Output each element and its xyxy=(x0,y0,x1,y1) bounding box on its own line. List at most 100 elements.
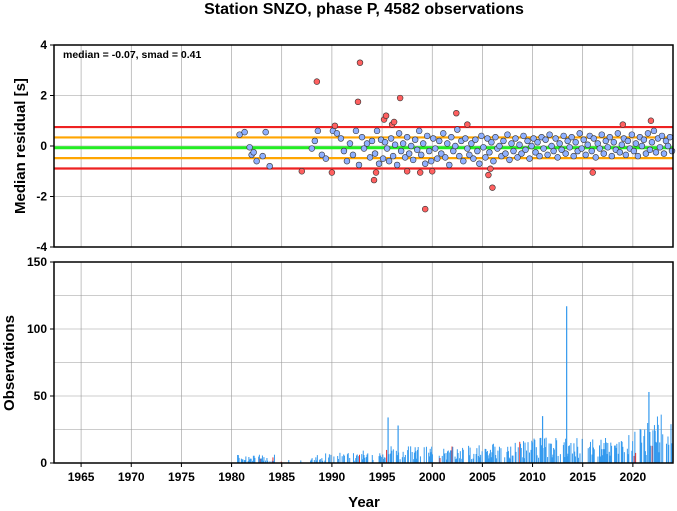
x-tick-label: 2010 xyxy=(519,470,546,484)
residual-point xyxy=(644,130,652,137)
residual-point xyxy=(259,152,266,160)
observations-y-label: Observations xyxy=(1,315,18,411)
residual-point xyxy=(518,150,525,157)
outlier-point xyxy=(485,171,492,179)
residual-point xyxy=(236,131,243,138)
residual-point xyxy=(486,149,493,156)
outlier-point xyxy=(619,121,627,128)
residual-point xyxy=(466,151,473,159)
residual-point xyxy=(358,133,366,141)
residual-point xyxy=(546,131,553,138)
residual-point xyxy=(456,152,463,160)
outlier-point xyxy=(396,94,404,102)
outlier-point xyxy=(372,169,380,176)
residual-point xyxy=(407,142,415,150)
residual-point xyxy=(584,141,591,148)
x-tick-label: 2020 xyxy=(620,470,647,484)
residual-point xyxy=(526,155,533,162)
residual-point xyxy=(476,160,483,167)
residual-point xyxy=(570,152,577,160)
residual-point xyxy=(415,127,423,135)
residual-point xyxy=(375,160,383,167)
residual-point xyxy=(638,142,646,150)
residual-point xyxy=(424,132,431,140)
residual-point xyxy=(363,140,371,147)
outlier-point xyxy=(421,205,429,213)
residual-point xyxy=(496,142,503,150)
residual-point xyxy=(566,144,573,151)
residual-point xyxy=(241,128,248,136)
residual-point xyxy=(411,136,419,143)
residual-point xyxy=(397,147,405,155)
residual-point xyxy=(478,132,485,140)
outlier-point xyxy=(647,117,655,124)
residual-point xyxy=(504,131,511,138)
residual-point xyxy=(512,135,519,142)
residual-point xyxy=(556,140,563,147)
outlier-point xyxy=(429,168,436,175)
y-tick-label: 4 xyxy=(40,38,47,52)
residual-point xyxy=(454,126,461,133)
residual-point xyxy=(596,145,603,152)
residual-point xyxy=(500,137,507,145)
residual-point xyxy=(652,149,660,156)
residual-point xyxy=(430,135,437,142)
residual-point xyxy=(522,146,529,153)
y-tick-label: 50 xyxy=(34,389,48,403)
residual-point xyxy=(640,136,648,143)
residual-point xyxy=(544,151,551,159)
outlier-point xyxy=(453,109,460,117)
residual-point xyxy=(490,157,497,165)
residual-point xyxy=(355,161,363,169)
residual-point xyxy=(352,127,360,135)
outlier-point xyxy=(328,169,336,176)
residual-point xyxy=(436,137,443,145)
x-tick-label: 2005 xyxy=(469,470,496,484)
residual-point xyxy=(419,140,427,147)
residual-point xyxy=(387,135,395,142)
residual-point xyxy=(560,132,567,140)
residual-point xyxy=(650,127,658,135)
outlier-point xyxy=(331,122,339,130)
residual-point xyxy=(417,151,425,159)
residual-point xyxy=(660,150,668,157)
residual-point xyxy=(658,132,666,140)
residual-point xyxy=(484,135,491,142)
x-tick-label: 1995 xyxy=(369,470,396,484)
residual-point xyxy=(440,130,447,137)
x-tick-label: 2015 xyxy=(569,470,596,484)
residual-point xyxy=(610,139,618,146)
residual-point xyxy=(562,150,569,157)
residual-point xyxy=(590,135,597,142)
residual-point xyxy=(536,152,543,160)
residual-point xyxy=(385,157,393,165)
residual-point xyxy=(444,140,451,147)
residual-point xyxy=(379,155,387,162)
residual-point xyxy=(383,145,391,152)
residual-point xyxy=(314,127,322,135)
residual-point xyxy=(460,157,467,165)
residual-point xyxy=(550,147,557,155)
residual-point xyxy=(616,149,624,156)
residual-point xyxy=(266,163,273,170)
residual-point xyxy=(572,139,579,146)
residual-point xyxy=(480,144,487,151)
residual-point xyxy=(664,142,672,150)
residual-point xyxy=(482,154,489,161)
residual-point xyxy=(622,151,630,159)
residual-point xyxy=(360,145,368,152)
residual-point xyxy=(614,130,622,137)
residual-point xyxy=(524,137,531,145)
residual-point xyxy=(592,154,599,161)
residual-point xyxy=(468,140,475,147)
residual-point xyxy=(564,137,571,145)
y-tick-label: 0 xyxy=(40,456,47,470)
outlier-point xyxy=(356,59,364,66)
residual-point xyxy=(646,146,654,153)
residual-point xyxy=(510,147,517,155)
residual-point xyxy=(393,161,401,169)
residual-point xyxy=(442,154,449,161)
residual-point xyxy=(576,130,583,137)
residual-point xyxy=(409,156,417,164)
residual-point xyxy=(308,145,316,152)
